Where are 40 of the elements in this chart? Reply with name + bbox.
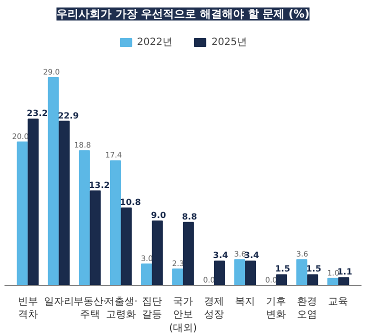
x-tick-label: 저출생· 고령화 bbox=[104, 296, 138, 321]
data-label: 1.5 bbox=[306, 264, 322, 275]
x-tick-label: 집단 갈등 bbox=[142, 296, 162, 321]
data-label: 3.4 bbox=[244, 251, 260, 262]
bar bbox=[28, 118, 39, 286]
x-tick-label: 빈부 격차 bbox=[18, 296, 38, 321]
x-tick-label: 복지 bbox=[235, 296, 256, 308]
x-tick-label: 기후 변화 bbox=[266, 296, 286, 321]
data-label: 3.4 bbox=[213, 251, 228, 262]
legend-label: 2025년 bbox=[212, 36, 247, 49]
bar bbox=[120, 208, 132, 286]
bar bbox=[172, 268, 184, 286]
data-label: 9.0 bbox=[150, 210, 166, 221]
data-label: 1.5 bbox=[275, 264, 290, 275]
legend-label: 2022년 bbox=[137, 36, 172, 49]
x-tick-label: 부동산· 주택 bbox=[73, 296, 106, 321]
bar bbox=[296, 259, 308, 286]
data-label: 23.2 bbox=[26, 109, 48, 120]
data-label: 8.8 bbox=[182, 212, 198, 222]
bar bbox=[110, 160, 121, 286]
x-tick-label: 경제 성장 bbox=[204, 296, 224, 321]
bar bbox=[78, 150, 90, 286]
bar bbox=[245, 260, 256, 286]
x-tick-label: 교육 bbox=[328, 296, 348, 308]
chart-title: 우리사회가 가장 우선적으로 해결해야 할 문제 (%) bbox=[56, 8, 310, 20]
bar bbox=[16, 142, 28, 286]
bar bbox=[214, 260, 225, 286]
x-tick-label: 일자리 bbox=[44, 296, 74, 308]
bar bbox=[276, 274, 288, 286]
bar bbox=[141, 263, 152, 286]
x-tick-label: 환경 오염 bbox=[297, 296, 318, 321]
bar bbox=[48, 77, 59, 286]
x-tick-label: 국가 안보 (대외) bbox=[169, 296, 197, 334]
bar bbox=[58, 120, 70, 286]
bar bbox=[338, 277, 350, 286]
bar bbox=[307, 274, 318, 286]
bar bbox=[152, 220, 163, 286]
bar bbox=[90, 190, 101, 286]
bar bbox=[234, 259, 246, 286]
bar bbox=[182, 222, 194, 286]
